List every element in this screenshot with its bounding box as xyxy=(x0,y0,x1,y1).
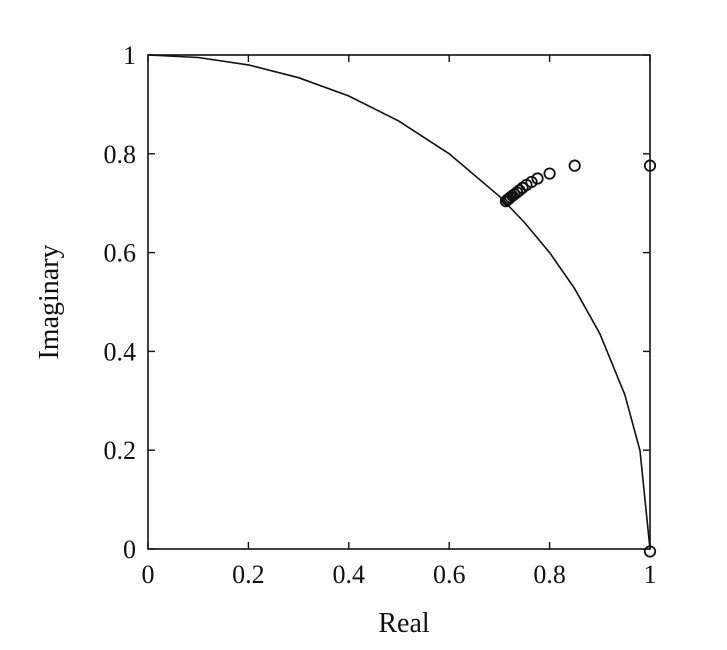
x-tick-label: 0.2 xyxy=(232,560,265,589)
data-point-marker xyxy=(531,172,544,185)
y-tick-label: 0 xyxy=(123,535,136,564)
tick-labels: 0 0.2 0.4 0.6 0.8 1 0 0.2 0.4 0.6 0.8 1 xyxy=(104,41,657,589)
y-tick-label: 0.2 xyxy=(104,436,137,465)
data-point-marker xyxy=(643,545,657,558)
data-point-marker xyxy=(568,159,581,172)
series-layer xyxy=(147,54,657,558)
y-tick-label: 0.4 xyxy=(104,337,137,366)
x-tick-label: 0.4 xyxy=(333,560,366,589)
data-point-marker xyxy=(501,193,514,206)
x-tick-label: 0.6 xyxy=(433,560,466,589)
data-point-marker xyxy=(499,195,513,208)
x-tick-label: 1 xyxy=(644,560,657,589)
y-tick-label: 1 xyxy=(123,41,136,70)
unit-circle-curve xyxy=(147,54,651,550)
x-axis-title: Real xyxy=(378,608,430,639)
axis-ticks xyxy=(147,54,651,550)
x-tick-label: 0 xyxy=(142,560,155,589)
y-tick-label: 0.8 xyxy=(104,140,137,169)
data-point-marker xyxy=(643,159,657,172)
y-tick-label: 0.6 xyxy=(104,239,137,268)
plot-frame xyxy=(147,54,651,550)
y-axis-title: Imaginary xyxy=(34,244,65,359)
x-tick-label: 0.8 xyxy=(533,560,566,589)
data-point-marker xyxy=(543,167,556,180)
